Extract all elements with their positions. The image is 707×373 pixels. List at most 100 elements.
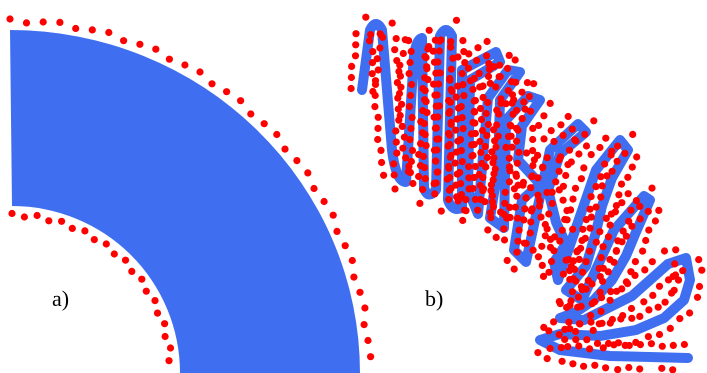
boundary-dot bbox=[567, 262, 576, 270]
boundary-dot bbox=[541, 232, 549, 240]
boundary-dot bbox=[368, 59, 377, 67]
boundary-dot bbox=[416, 199, 424, 207]
boundary-dot bbox=[556, 237, 564, 245]
boundary-dot bbox=[367, 353, 375, 361]
boundary-dot bbox=[606, 296, 614, 304]
boundary-dot bbox=[523, 79, 532, 87]
boundary-dot bbox=[58, 217, 66, 225]
boundary-dot bbox=[459, 37, 467, 45]
boundary-dot bbox=[592, 183, 600, 191]
boundary-dot bbox=[627, 304, 636, 313]
boundary-dot bbox=[508, 99, 516, 107]
boundary-dot bbox=[604, 339, 613, 348]
boundary-dots-b bbox=[347, 13, 706, 373]
boundary-dot bbox=[368, 70, 376, 78]
boundary-dot bbox=[452, 93, 460, 101]
boundary-dot bbox=[247, 110, 255, 118]
boundary-dot bbox=[571, 136, 579, 144]
boundary-dot bbox=[527, 218, 535, 226]
boundary-dot bbox=[452, 16, 461, 24]
boundary-dot bbox=[563, 303, 571, 312]
boundary-dot bbox=[391, 46, 399, 54]
boundary-dot bbox=[501, 188, 509, 196]
boundary-dot bbox=[655, 330, 664, 339]
boundary-dot bbox=[567, 297, 575, 305]
boundary-dot bbox=[484, 72, 493, 80]
boundary-dot bbox=[513, 159, 522, 167]
boundary-dot bbox=[640, 298, 648, 306]
boundary-dot bbox=[462, 207, 470, 215]
boundary-dot bbox=[447, 85, 455, 94]
boundary-dot bbox=[518, 115, 526, 123]
boundary-dot bbox=[661, 298, 669, 306]
boundary-dot bbox=[539, 272, 548, 280]
boundary-dot bbox=[161, 332, 169, 341]
boundary-dot bbox=[452, 148, 461, 156]
boundary-dot bbox=[352, 41, 360, 49]
boundary-dot bbox=[437, 207, 445, 215]
boundary-dot bbox=[447, 118, 455, 127]
boundary-dot bbox=[587, 151, 595, 159]
boundary-dot bbox=[580, 164, 588, 172]
boundary-dot bbox=[435, 80, 443, 88]
boundary-dot bbox=[557, 344, 565, 352]
boundary-dot bbox=[624, 280, 632, 288]
boundary-dot bbox=[409, 179, 417, 188]
boundary-dot bbox=[433, 146, 441, 154]
boundary-dot bbox=[574, 293, 583, 301]
panel-b-diagram bbox=[347, 13, 706, 373]
boundary-dot bbox=[392, 127, 400, 135]
boundary-dot bbox=[454, 53, 462, 61]
boundary-dot bbox=[407, 124, 415, 133]
boundary-dot bbox=[586, 205, 594, 213]
boundary-dot bbox=[497, 95, 505, 103]
boundary-dot bbox=[465, 50, 473, 58]
boundary-dot bbox=[602, 134, 610, 142]
boundary-dot bbox=[420, 164, 428, 172]
boundary-dot bbox=[508, 143, 516, 151]
boundary-dot bbox=[636, 341, 645, 349]
boundary-dot bbox=[347, 84, 355, 93]
boundary-dot bbox=[660, 247, 669, 255]
boundary-dot bbox=[151, 297, 159, 305]
boundary-dot bbox=[128, 267, 136, 275]
boundary-dot bbox=[369, 48, 377, 56]
boundary-dot bbox=[476, 104, 485, 113]
boundary-dot bbox=[698, 266, 706, 274]
boundary-dot bbox=[508, 78, 516, 86]
boundary-dot bbox=[629, 130, 637, 138]
boundary-dot bbox=[572, 336, 580, 344]
boundary-dot bbox=[628, 314, 636, 322]
boundary-dot bbox=[582, 258, 590, 266]
boundary-dot bbox=[607, 288, 615, 296]
boundary-dot bbox=[367, 30, 375, 39]
boundary-dot bbox=[529, 147, 537, 155]
boundary-dot bbox=[501, 199, 509, 207]
boundary-dot bbox=[578, 236, 586, 245]
boundary-dot bbox=[611, 208, 620, 216]
boundary-dot bbox=[510, 185, 518, 193]
boundary-dot bbox=[423, 65, 431, 73]
boundary-dot bbox=[515, 226, 523, 234]
boundary-dot bbox=[446, 173, 454, 182]
boundary-dot bbox=[571, 184, 580, 192]
boundary-dot bbox=[506, 203, 514, 211]
boundary-dot bbox=[88, 26, 96, 34]
boundary-dot bbox=[632, 197, 641, 205]
boundary-dot bbox=[504, 64, 512, 72]
boundary-dot bbox=[395, 116, 403, 124]
boundary-dot bbox=[454, 104, 463, 112]
boundary-dot bbox=[582, 285, 590, 293]
boundary-dot bbox=[530, 80, 538, 88]
boundary-dot bbox=[669, 341, 677, 349]
boundary-dot bbox=[460, 92, 468, 100]
boundary-dot bbox=[545, 268, 553, 276]
boundary-dot bbox=[361, 304, 369, 312]
boundary-dot bbox=[446, 74, 454, 83]
boundary-dot bbox=[617, 315, 625, 323]
boundary-dot bbox=[458, 70, 466, 78]
boundary-dot bbox=[405, 103, 414, 111]
boundary-dot bbox=[196, 68, 204, 76]
boundary-dot bbox=[392, 138, 400, 146]
boundary-dot bbox=[512, 172, 521, 180]
